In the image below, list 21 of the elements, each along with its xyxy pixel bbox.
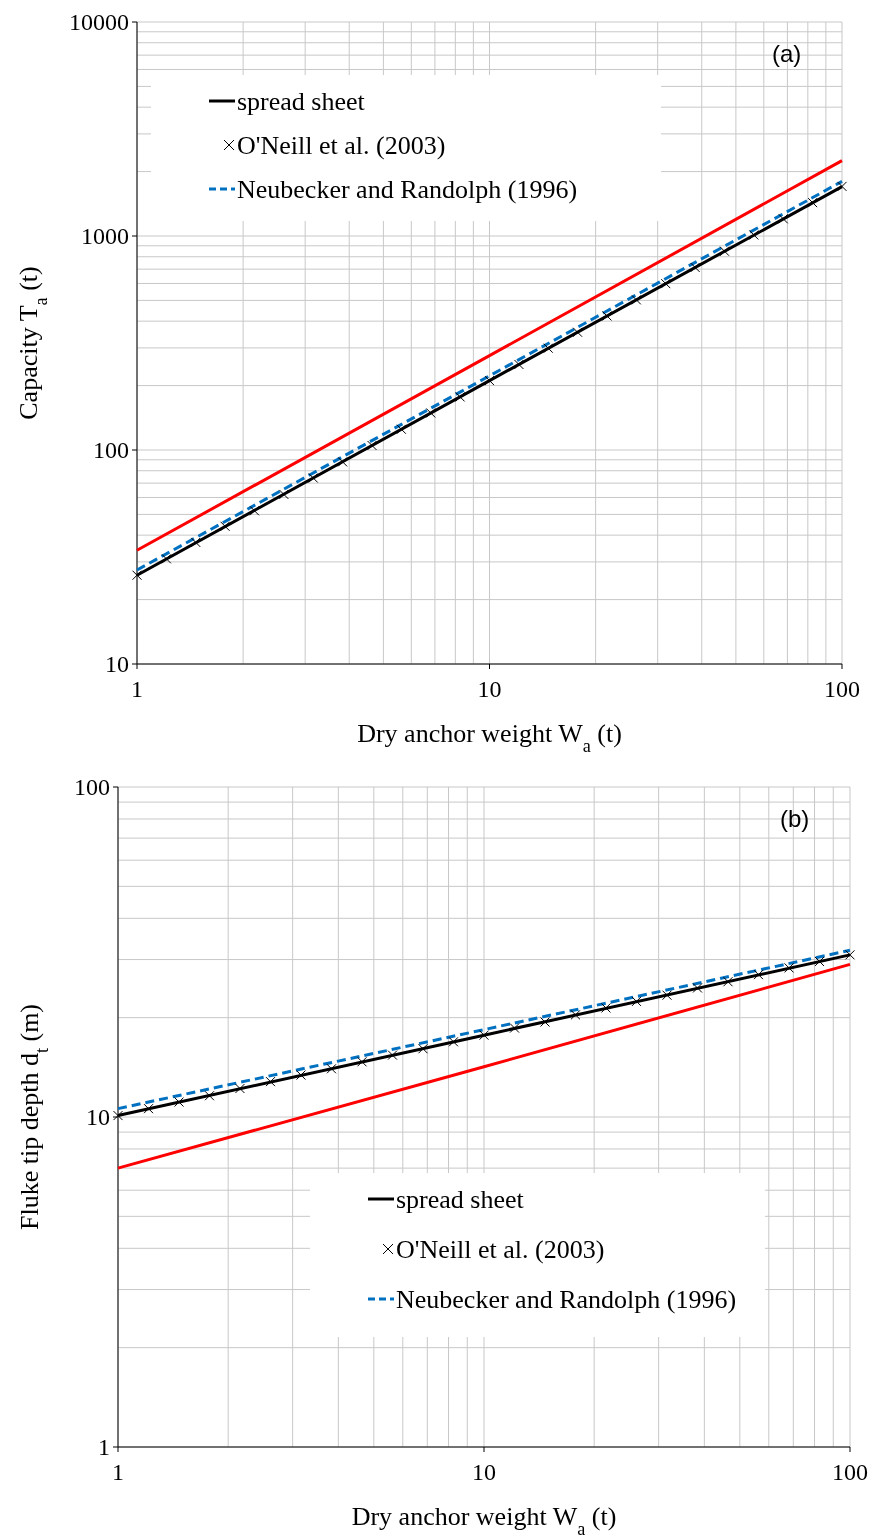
legend-label: spread sheet xyxy=(237,87,366,117)
y-tick-label: 100 xyxy=(74,774,110,801)
y-tick-label: 10000 xyxy=(69,9,129,36)
y-tick-label: 100 xyxy=(93,437,129,464)
y-tick-label: 1000 xyxy=(81,223,129,250)
annotation: (b) xyxy=(780,805,810,832)
x-axis-title: Dry anchor weight W$_{a}$ (t) xyxy=(357,719,622,756)
legend-label: O'Neill et al. (2003) xyxy=(237,131,446,161)
legend-label: O'Neill et al. (2003) xyxy=(396,1235,605,1265)
y-tick-label: 10 xyxy=(105,651,129,678)
legend-label: Neubecker and Randolph (1996) xyxy=(237,175,578,205)
annotation: (a) xyxy=(772,40,802,67)
y-tick-label: 1 xyxy=(98,1434,110,1461)
y-tick-label: 10 xyxy=(86,1104,110,1131)
x-tick-label: 10 xyxy=(472,1459,496,1485)
x-tick-label: 100 xyxy=(824,676,860,702)
legend-label: spread sheet xyxy=(396,1185,525,1215)
x-axis-title: Dry anchor weight W$_{a}$ (t) xyxy=(351,1502,617,1537)
x-tick-label: 10 xyxy=(477,676,502,702)
x-tick-label: 100 xyxy=(832,1459,868,1485)
legend-label: Neubecker and Randolph (1996) xyxy=(396,1285,737,1315)
